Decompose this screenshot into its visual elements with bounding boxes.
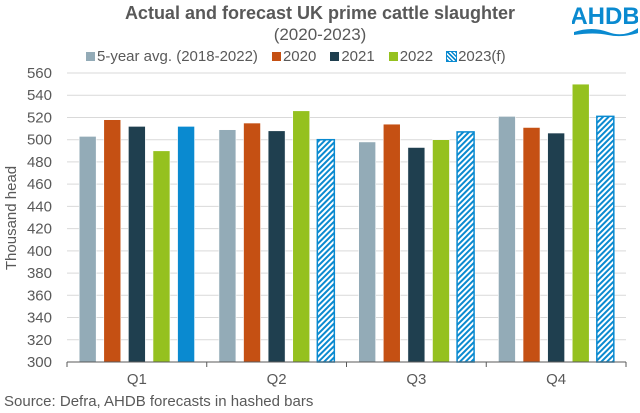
y-tick-label: 320 <box>27 332 52 349</box>
y-tick-label: 480 <box>27 154 52 171</box>
bar-2022-q3 <box>432 139 450 363</box>
y-tick-label: 340 <box>27 310 52 327</box>
bar-2023-f-q4 <box>596 115 615 363</box>
y-tick-label: 400 <box>27 243 52 260</box>
bar-2020-q3 <box>382 123 401 363</box>
y-tick-label: 560 <box>27 65 52 82</box>
bar-2020-q2 <box>243 122 261 363</box>
legend-swatch <box>446 51 458 62</box>
bar-2021-q1 <box>128 126 146 363</box>
chart-title: Actual and forecast UK prime cattle slau… <box>124 3 516 23</box>
chart-legend: 5-year avg. (2018-2022) 2020 2021 2022 2023(… <box>86 48 506 65</box>
x-tick-label: Q4 <box>546 371 566 388</box>
bar-2020-q1 <box>103 119 122 363</box>
y-tick-label: 300 <box>27 354 52 371</box>
legend-item: 2021 <box>330 48 375 65</box>
y-tick-label: 360 <box>27 287 52 304</box>
logo-wave <box>574 28 638 37</box>
logo-text: AHDB <box>572 3 638 30</box>
bar-2022-q1 <box>152 150 171 363</box>
x-tick-label: Q1 <box>127 371 147 388</box>
y-tick-label: 520 <box>27 109 52 126</box>
legend-item: 2023(f) <box>446 48 506 65</box>
legend-item: 2020 <box>271 48 317 65</box>
bar-5-year-avg-2018-2022-q4 <box>498 116 516 363</box>
y-tick-label: 440 <box>27 198 52 215</box>
legend-swatch <box>86 52 95 61</box>
bar-2023-f-q1 <box>177 126 195 363</box>
bar-5-year-avg-2018-2022-q1 <box>78 136 97 363</box>
bar-2021-q3 <box>407 147 426 363</box>
y-tick-label: 540 <box>27 87 52 104</box>
bar-2021-q2 <box>267 130 286 363</box>
legend-label: 2023(f) <box>458 48 506 65</box>
legend-item: 2022 <box>388 48 434 65</box>
y-tick-label: 460 <box>27 176 52 193</box>
bar-2023-f-q2 <box>316 138 336 363</box>
bar-2022-q2 <box>292 110 311 363</box>
bar-5-year-avg-2018-2022-q3 <box>358 141 376 363</box>
ahdb-logo: AHDB <box>572 3 638 37</box>
y-axis-label: Thousand head <box>3 166 20 270</box>
bar-2023-f-q3 <box>456 131 475 363</box>
legend-label: 5-year avg. (2018-2022) <box>97 48 258 65</box>
y-tick-label: 420 <box>27 221 52 238</box>
legend-item: 5-year avg. (2018-2022) <box>86 48 258 65</box>
legend-label: 2022 <box>399 48 434 65</box>
x-tick-label: Q3 <box>406 371 426 388</box>
bar-5-year-avg-2018-2022-q2 <box>218 129 237 363</box>
legend-label: 2021 <box>341 48 375 65</box>
legend-swatch <box>271 52 281 61</box>
legend-label: 2020 <box>282 48 317 65</box>
y-tick-label: 380 <box>27 265 52 282</box>
y-tick-label: 500 <box>27 132 52 149</box>
bar-2020-q4 <box>522 127 541 363</box>
x-tick-label: Q2 <box>267 371 287 388</box>
legend-swatch <box>330 52 340 61</box>
legend-swatch <box>388 52 398 61</box>
bar-2022-q4 <box>571 83 590 363</box>
source-note: Source: Defra, AHDB forecasts in hashed … <box>4 393 314 410</box>
chart-subtitle: (2020-2023) <box>273 25 367 44</box>
bar-2021-q4 <box>547 132 565 363</box>
